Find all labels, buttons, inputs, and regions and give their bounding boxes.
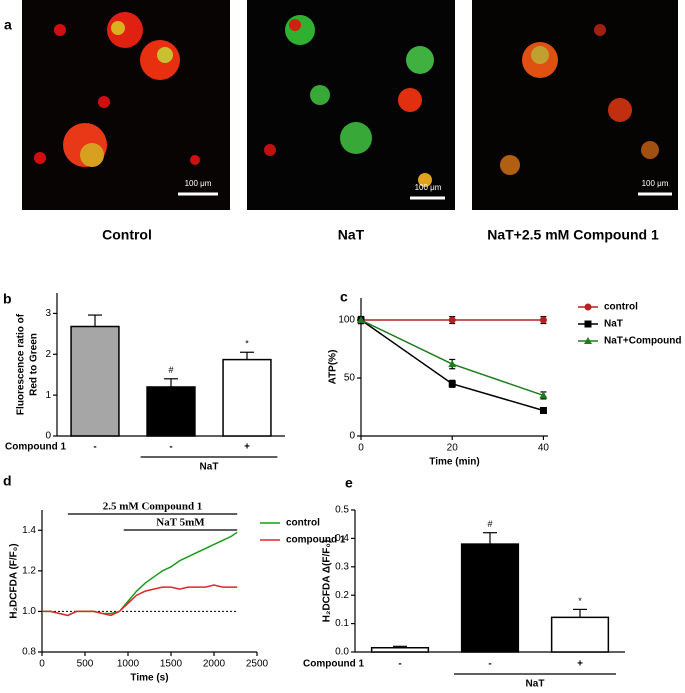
significance-mark: *	[578, 596, 582, 606]
y-tick-label: 100	[338, 315, 355, 326]
legend-label: control	[604, 302, 638, 313]
y-tick-label: 0	[349, 431, 355, 442]
x-tick-label: 1500	[160, 659, 183, 670]
marker	[448, 316, 456, 324]
y-tick-label: 0.1	[335, 618, 349, 629]
row-label: Compound 1	[5, 442, 67, 453]
y-tick-label: 0	[45, 431, 51, 442]
treatment-label: NaT 5mM	[156, 517, 205, 529]
caption: NaT+2.5 mM Compound 1	[487, 227, 659, 243]
marker	[584, 303, 592, 311]
panel-letter: a	[4, 17, 12, 33]
x-tick-label: +	[244, 442, 250, 453]
y-axis-label: Red to Green	[29, 333, 40, 396]
row-label: Compound 1	[303, 659, 365, 670]
y-tick-label: 1	[45, 390, 51, 401]
y-tick-label: 1.2	[22, 565, 36, 576]
marker	[584, 320, 592, 328]
significance-mark: #	[168, 365, 173, 375]
y-tick-label: 0.2	[335, 590, 349, 601]
x-tick-label: 0	[358, 443, 364, 454]
significance-mark: #	[487, 519, 492, 529]
x-axis-label: Time (min)	[429, 457, 479, 468]
x-tick-label: 20	[447, 443, 459, 454]
series-line	[42, 584, 238, 617]
panel-letter: c	[340, 289, 348, 305]
group-label: NaT	[200, 462, 219, 473]
bar	[146, 386, 196, 437]
x-tick-label: -	[488, 659, 491, 670]
x-tick-label: 40	[538, 443, 550, 454]
panel-letter: d	[3, 473, 12, 489]
caption: Control	[102, 227, 152, 243]
x-tick-label: -	[169, 442, 172, 453]
micrograph	[22, 0, 678, 210]
y-axis-label: H₂DCFDA Δ(F/F₀)	[322, 540, 333, 622]
y-tick-label: 50	[344, 373, 356, 384]
x-tick-label: 0	[39, 659, 45, 670]
panel-letter: b	[3, 291, 12, 307]
x-tick-label: 500	[77, 659, 94, 670]
y-axis-label: Fluorescence ratio of	[16, 313, 27, 415]
y-tick-label: 2	[45, 349, 51, 360]
y-tick-label: 0.8	[22, 647, 36, 658]
series-line	[42, 531, 238, 617]
x-tick-label: -	[93, 442, 96, 453]
y-axis-label: H₂DCFDA (F/F₀)	[9, 543, 20, 618]
scale-label: 100 μm	[642, 179, 669, 188]
marker	[357, 316, 365, 324]
group-label: NaT	[526, 679, 545, 688]
y-tick-label: 0.0	[335, 647, 349, 658]
y-tick-label: 1.4	[22, 525, 36, 536]
x-tick-label: 2000	[203, 659, 226, 670]
marker	[584, 337, 592, 344]
legend-label: NaT	[604, 319, 623, 330]
legend-label: compound 1	[286, 535, 346, 546]
x-tick-label: +	[577, 659, 583, 670]
legend-label: NaT+Compound	[604, 336, 682, 347]
y-tick-label: 3	[45, 308, 51, 319]
x-tick-label: -	[398, 659, 401, 670]
marker	[448, 360, 457, 368]
bar	[222, 358, 272, 437]
marker	[539, 316, 547, 324]
marker	[448, 380, 456, 388]
marker	[539, 391, 548, 399]
legend-label: control	[286, 518, 320, 529]
scale-label: 100 μm	[415, 183, 442, 192]
marker	[539, 406, 547, 414]
x-tick-label: 2500	[246, 659, 269, 670]
scale-label: 100 μm	[185, 179, 212, 188]
panel-letter: e	[345, 475, 353, 491]
significance-mark: *	[245, 339, 249, 349]
y-axis-label: ATP(%)	[328, 350, 339, 385]
treatment-label: 2.5 mM Compound 1	[103, 501, 203, 513]
y-tick-label: 0.3	[335, 561, 349, 572]
bar	[70, 325, 120, 437]
bar	[370, 646, 430, 653]
caption: NaT	[338, 227, 365, 243]
bar	[460, 543, 520, 653]
x-tick-label: 1000	[117, 659, 140, 670]
y-tick-label: 1.0	[22, 606, 36, 617]
y-tick-label: 0.5	[335, 505, 349, 516]
x-axis-label: Time (s)	[130, 673, 168, 684]
y-tick-label: 0.4	[335, 533, 349, 544]
bar	[550, 616, 610, 653]
